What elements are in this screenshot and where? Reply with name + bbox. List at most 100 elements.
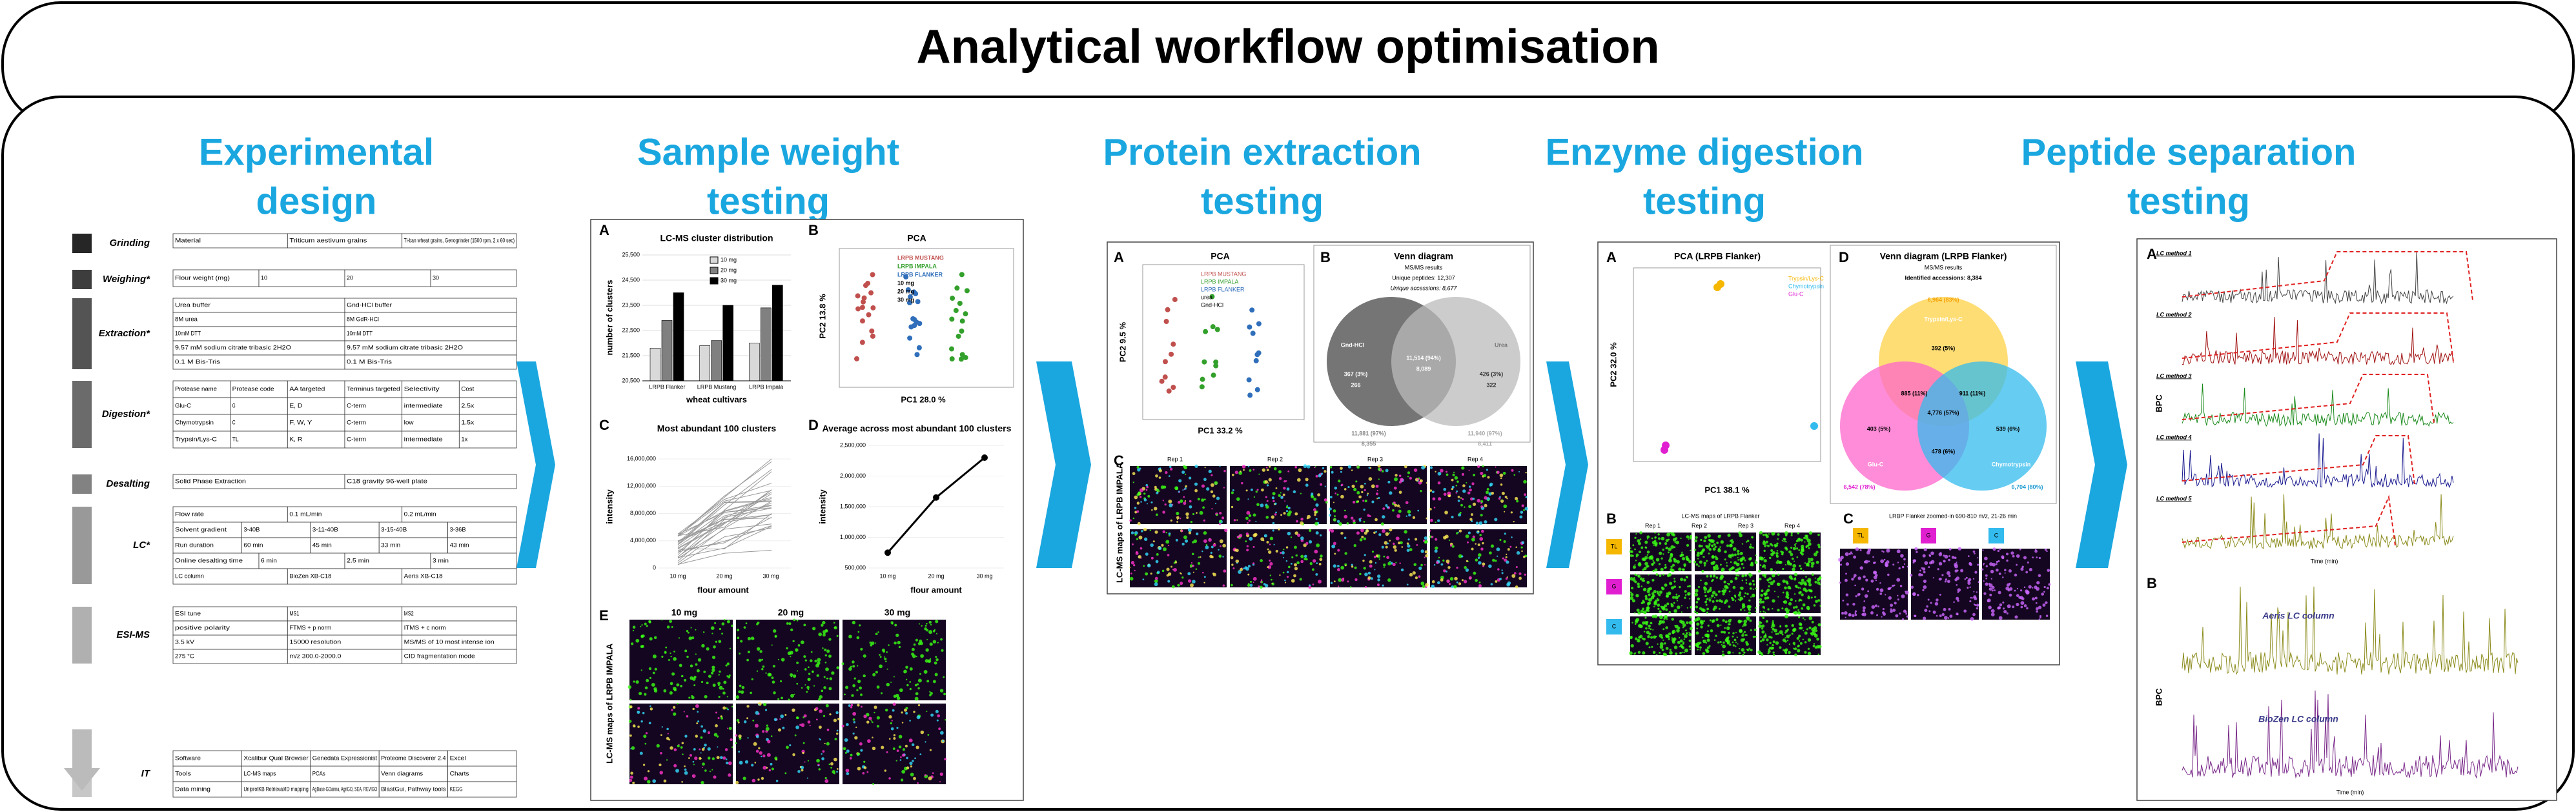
map-dot	[2008, 569, 2012, 573]
map-dot	[1806, 538, 1811, 543]
map-dot	[1922, 567, 1926, 571]
map-dot	[1705, 599, 1708, 601]
map-dot	[637, 711, 639, 713]
map-dot	[683, 711, 685, 713]
map-dot	[1988, 582, 1991, 585]
map-dot	[1791, 557, 1794, 560]
label: 8,000,000	[630, 510, 656, 516]
map-dot	[1162, 530, 1165, 534]
map-dot	[1236, 519, 1238, 521]
map-dot	[1267, 566, 1269, 569]
map-dot	[1658, 537, 1661, 540]
map-dot	[1754, 561, 1758, 564]
map-dot	[1331, 471, 1334, 474]
map-dot	[1763, 634, 1767, 639]
map-dot	[1659, 542, 1662, 545]
map-dot	[2016, 587, 2018, 590]
map-dot	[854, 736, 858, 740]
map-dot	[1716, 542, 1719, 544]
table-text: 10mM DTT	[347, 330, 373, 336]
map-dot	[1695, 631, 1699, 635]
map-dot	[1764, 556, 1766, 558]
map-dot	[1761, 630, 1765, 634]
map-dot	[836, 771, 838, 773]
map-dot	[1728, 554, 1732, 558]
map-dot	[1154, 576, 1158, 580]
map-dot	[1689, 536, 1692, 540]
map-dot	[1654, 568, 1658, 572]
map-dot	[1360, 485, 1364, 489]
map-dot	[720, 756, 723, 760]
map-dot	[909, 681, 911, 683]
map-dot	[1451, 516, 1454, 519]
label: PCA	[1211, 251, 1230, 261]
label: BPC	[2154, 688, 2163, 706]
map-dot	[932, 680, 936, 684]
map-dot	[684, 768, 687, 771]
map-dot	[722, 706, 726, 710]
map-dot	[1443, 487, 1447, 491]
map-dot	[686, 655, 689, 658]
map-dot	[1703, 620, 1706, 622]
map-dot	[911, 653, 914, 656]
map-dot	[911, 743, 915, 747]
map-dot	[675, 769, 679, 773]
label: 30 mg	[884, 607, 910, 618]
map-dot	[1819, 605, 1821, 607]
trend-line	[677, 498, 772, 545]
map-dot	[1196, 532, 1199, 536]
stage-heading: testing	[2127, 180, 2250, 222]
map-dot	[1143, 492, 1146, 495]
map-dot	[739, 760, 743, 765]
map-dot	[909, 761, 913, 766]
map-dot	[936, 719, 939, 722]
map-dot	[1203, 576, 1206, 578]
map-dot	[940, 638, 943, 641]
table-text: C-term	[347, 402, 366, 409]
pca-point	[1250, 330, 1256, 336]
map-dot	[1340, 494, 1344, 499]
map-dot	[1231, 563, 1234, 566]
map-dot	[2004, 572, 2006, 574]
map-dot	[1662, 553, 1664, 555]
label: Rep 3	[1738, 522, 1753, 529]
map-dot	[813, 685, 815, 687]
map-dot	[1738, 652, 1741, 655]
map-dot	[1936, 598, 1939, 602]
map-dot	[1258, 473, 1260, 475]
map-dot	[1168, 475, 1170, 477]
map-dot	[1502, 557, 1504, 560]
map-dot	[1797, 649, 1801, 653]
map-dot	[1795, 543, 1797, 545]
map-dot	[1685, 629, 1687, 631]
map-dot	[1447, 491, 1451, 496]
map-dot	[2006, 612, 2009, 614]
trend-line	[677, 483, 772, 534]
map-dot	[1744, 634, 1746, 636]
pca-point	[1253, 358, 1259, 363]
map-dot	[1879, 582, 1881, 584]
table-cell	[287, 506, 403, 523]
map-dot	[652, 779, 657, 783]
map-dot	[1843, 611, 1848, 615]
map-dot	[1803, 630, 1804, 632]
map-dot	[1152, 540, 1155, 543]
map-dot	[824, 779, 829, 784]
map-dot	[926, 639, 928, 641]
map-dot	[2039, 616, 2041, 619]
map-dot	[1479, 537, 1484, 541]
map-dot	[1242, 464, 1246, 469]
map-dot	[1636, 608, 1640, 612]
map-dot	[1661, 587, 1665, 591]
map-dot	[1734, 576, 1738, 580]
map-dot	[1429, 508, 1432, 511]
map-dot	[1754, 635, 1757, 638]
map-dot	[710, 626, 715, 630]
map-dot	[1313, 497, 1317, 501]
map-dot	[1443, 492, 1447, 496]
map-dot	[761, 667, 764, 671]
map-dot	[1642, 578, 1645, 580]
map-dot	[1510, 511, 1513, 514]
map-dot	[829, 713, 832, 716]
map-dot	[860, 647, 863, 651]
